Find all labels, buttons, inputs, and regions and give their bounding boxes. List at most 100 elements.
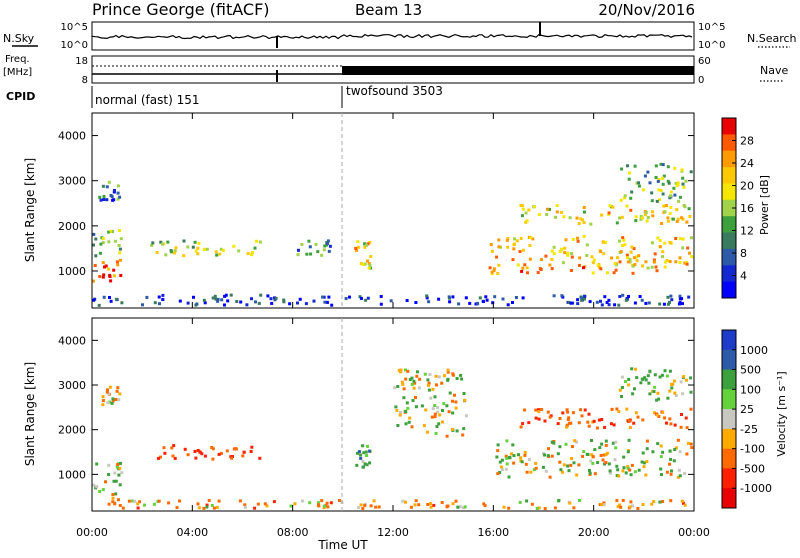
velocity-cell	[652, 411, 656, 415]
power-cell	[600, 303, 604, 307]
velocity-cell	[406, 406, 410, 410]
power-cell	[257, 301, 261, 305]
velocity-cell	[454, 400, 458, 404]
velocity-cell	[583, 408, 587, 412]
velocity-cell	[620, 375, 624, 379]
velocity-cell	[409, 505, 413, 509]
power-cell	[623, 243, 627, 247]
velocity-cell	[565, 408, 569, 412]
velocity-cell	[413, 381, 417, 385]
power-cell	[515, 239, 519, 243]
velocity-cell	[534, 408, 538, 412]
velocity-ytick-label: 1000	[58, 468, 86, 481]
power-cell	[633, 301, 637, 305]
velocity-cell	[441, 409, 444, 412]
power-cell	[112, 198, 116, 202]
velocity-cell	[483, 504, 487, 508]
power-cell	[661, 163, 665, 167]
power-cell	[576, 298, 580, 302]
velocity-ytick-label: 3000	[58, 379, 86, 392]
power-cell	[323, 244, 327, 248]
power-cell	[656, 236, 660, 240]
velocity-cell	[607, 462, 611, 466]
velocity-cell	[669, 422, 673, 426]
velocity-cell	[437, 375, 441, 379]
velocity-cell	[404, 377, 408, 381]
velocity-cell	[117, 473, 121, 477]
power-cell	[521, 266, 525, 270]
velocity-cell	[433, 404, 437, 407]
velocity-cell	[495, 455, 499, 459]
velocity-cell	[571, 411, 575, 415]
power-cell	[322, 295, 326, 299]
velocity-cell	[451, 399, 454, 403]
velocity-cell	[642, 461, 646, 465]
power-cell	[663, 210, 667, 214]
velocity-cell	[661, 450, 665, 454]
velocity-cell	[95, 485, 99, 489]
freq-unit-label: [MHz]	[3, 67, 32, 78]
power-cell	[367, 262, 371, 265]
velocity-cell	[685, 452, 689, 456]
power-cell	[633, 263, 637, 267]
power-cell	[116, 263, 120, 267]
power-cell	[506, 245, 510, 249]
velocity-cell	[500, 468, 504, 472]
power-cell	[627, 177, 631, 181]
velocity-cell	[687, 441, 690, 445]
velocity-cell	[610, 407, 614, 411]
power-cell	[254, 300, 257, 304]
power-cell	[282, 300, 286, 304]
power-cell	[363, 245, 367, 249]
velocity-cell	[118, 392, 122, 396]
power-cell	[216, 299, 220, 303]
velocity-cell	[431, 387, 435, 391]
power-cell	[512, 243, 516, 247]
power-cell	[625, 253, 629, 257]
power-cell	[118, 251, 122, 255]
velocity-cell	[537, 408, 540, 412]
velocity-cell	[175, 506, 179, 509]
velocity-cell	[320, 499, 324, 503]
power-cell	[451, 295, 455, 299]
power-cell	[174, 246, 178, 250]
velocity-cell	[622, 455, 626, 459]
velocity-cell	[118, 504, 122, 507]
power-cell	[93, 264, 97, 267]
power-cell	[220, 298, 224, 302]
velocity-cell	[680, 499, 684, 503]
velocity-cell	[361, 459, 365, 463]
power-cell	[539, 258, 543, 261]
power-cell	[259, 293, 263, 297]
velocity-cell	[669, 472, 673, 476]
power-cell	[633, 164, 637, 168]
power-cell	[425, 296, 429, 300]
cpid-segment-normal: normal (fast) 151	[95, 93, 199, 107]
power-cell	[307, 239, 311, 243]
power-cell	[270, 301, 274, 305]
velocity-cell	[152, 502, 156, 506]
velocity-cell	[680, 413, 683, 416]
velocity-cell	[655, 398, 659, 402]
power-colorbar-swatch	[722, 134, 736, 152]
power-cell	[356, 240, 360, 244]
velocity-cell	[580, 414, 584, 418]
power-cell	[330, 303, 334, 307]
velocity-cell	[616, 468, 620, 472]
power-cell	[448, 300, 452, 304]
power-cell	[642, 188, 645, 192]
nsky-trace	[91, 22, 693, 48]
power-cell	[203, 301, 207, 305]
count-tick-top-left: 10^5	[61, 22, 88, 33]
velocity-cell	[203, 454, 207, 458]
velocity-cell	[676, 438, 680, 442]
velocity-cell	[116, 463, 120, 467]
power-cell	[666, 216, 670, 220]
velocity-cell	[414, 396, 417, 399]
power-cell	[648, 181, 652, 185]
power-cell	[558, 249, 562, 253]
velocity-cell	[552, 441, 556, 445]
velocity-cell	[624, 471, 628, 475]
power-cell	[145, 295, 149, 299]
power-cell	[552, 245, 556, 249]
